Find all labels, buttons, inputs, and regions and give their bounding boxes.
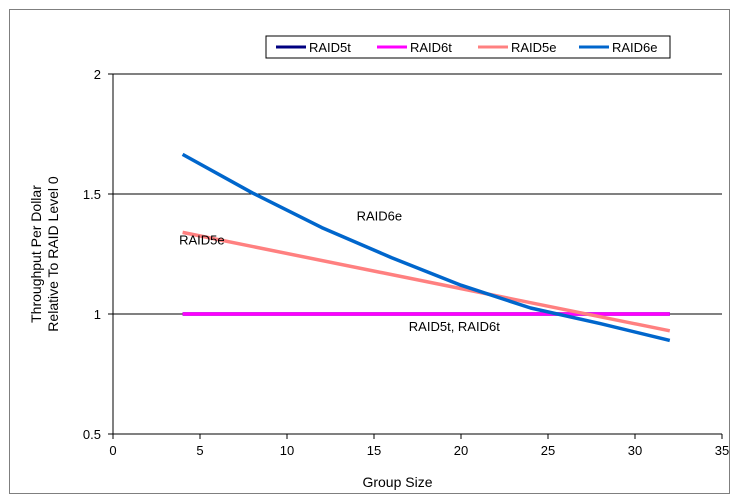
y-axis-title-line: Relative To RAID Level 0 [45, 176, 61, 332]
y-tick-label: 1.5 [83, 187, 101, 202]
x-tick-label: 5 [196, 443, 203, 458]
annotation-label: RAID5e [179, 232, 225, 247]
legend-box [265, 35, 671, 59]
annotation-label: RAID6e [357, 208, 403, 223]
x-tick-label: 20 [454, 443, 468, 458]
x-tick-label: 0 [109, 443, 116, 458]
x-tick-label: 25 [541, 443, 555, 458]
annotations: RAID6e RAID5e RAID5t, RAID6t [179, 208, 500, 333]
legend-label-raid5t: RAID5t [309, 40, 351, 55]
x-tick-label: 35 [715, 443, 729, 458]
chart-frame [9, 9, 730, 494]
y-tick-label: 0.5 [83, 427, 101, 442]
axis-titles: Group Size Throughput Per DollarRelative … [28, 176, 433, 490]
legend-label-raid6t: RAID6t [410, 40, 452, 55]
y-tick-label: 1 [94, 307, 101, 322]
annotation-label: RAID5t, RAID6t [409, 319, 500, 334]
series-line-raid5e [182, 230, 671, 333]
y-axis-title-line: Throughput Per Dollar [28, 185, 44, 323]
legend: RAID5t RAID6t RAID5e RAID6e [265, 35, 671, 59]
series-line-raid6e [181, 152, 671, 343]
x-tick-label: 10 [280, 443, 294, 458]
legend-label-raid5e: RAID5e [511, 40, 557, 55]
y-axis-title: Throughput Per DollarRelative To RAID Le… [28, 176, 61, 332]
gridlines [113, 73, 722, 315]
y-tick-label: 2 [94, 67, 101, 82]
x-tick-label: 15 [367, 443, 381, 458]
x-axis-title: Group Size [362, 474, 432, 490]
axes: 0.511.520 5 10 15 20 25 30 35 [83, 67, 729, 458]
x-tick-label: 30 [628, 443, 642, 458]
series-lines [181, 152, 671, 343]
legend-label-raid6e: RAID6e [612, 40, 658, 55]
